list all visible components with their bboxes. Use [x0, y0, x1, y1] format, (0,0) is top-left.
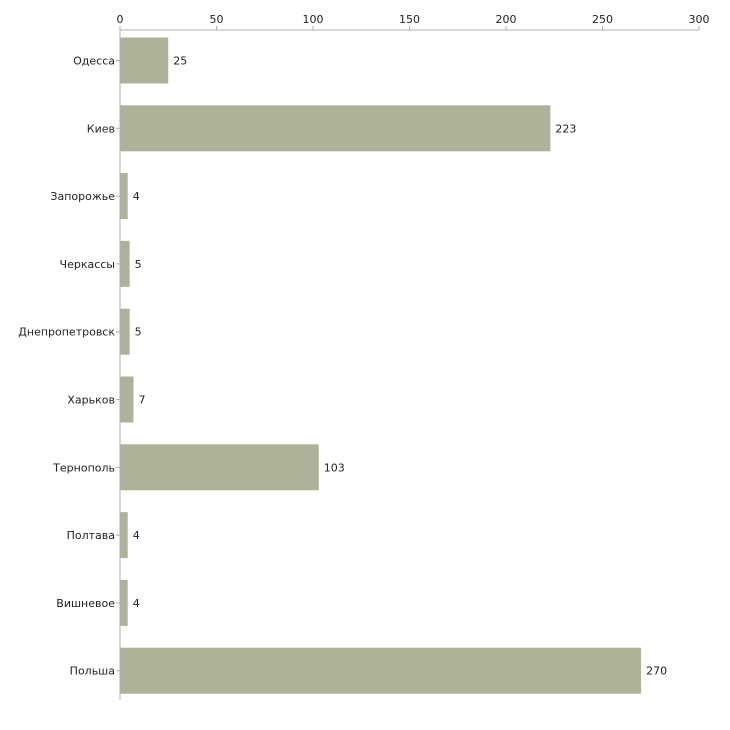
- x-tick-label: 300: [689, 13, 710, 26]
- x-tick-label: 250: [592, 13, 613, 26]
- value-label: 5: [135, 258, 142, 271]
- bar: [120, 512, 128, 559]
- value-label: 223: [555, 122, 576, 135]
- x-tick-label: 100: [303, 13, 324, 26]
- category-label: Киев: [87, 122, 115, 135]
- category-label: Харьков: [67, 394, 115, 407]
- bar: [120, 308, 130, 355]
- value-label: 103: [324, 461, 345, 474]
- x-tick-label: 0: [117, 13, 124, 26]
- x-tick-label: 200: [496, 13, 517, 26]
- bar: [120, 376, 134, 423]
- bar: [120, 647, 642, 694]
- category-label: Вишневое: [56, 597, 115, 610]
- category-label: Полтава: [67, 529, 115, 542]
- x-tick-label: 50: [210, 13, 224, 26]
- value-label: 25: [173, 55, 187, 68]
- category-label: Польша: [70, 665, 115, 678]
- bar: [120, 240, 130, 287]
- value-label: 5: [135, 326, 142, 339]
- x-axis: 0 50 100 150 200 250 300: [117, 13, 710, 31]
- bar: [120, 579, 128, 626]
- value-labels: 25 223 4 5 5 7 103 4 4 270: [133, 55, 667, 678]
- bar: [120, 105, 551, 152]
- bar: [120, 444, 319, 491]
- x-tick-label: 150: [399, 13, 420, 26]
- y-axis: Одесса Киев Запорожье Черкассы Днепропетровс…: [18, 30, 121, 700]
- value-label: 7: [139, 394, 146, 407]
- category-label: Запорожье: [50, 190, 115, 203]
- value-label: 4: [133, 597, 140, 610]
- category-label: Черкассы: [60, 258, 115, 271]
- bars: [120, 37, 642, 694]
- value-label: 4: [133, 190, 140, 203]
- bar: [120, 173, 128, 220]
- category-label: Днепропетровск: [18, 326, 115, 339]
- value-label: 270: [646, 665, 667, 678]
- bar: [120, 37, 169, 84]
- value-label: 4: [133, 529, 140, 542]
- category-label: Одесса: [73, 55, 115, 68]
- category-label: Тернополь: [52, 461, 115, 474]
